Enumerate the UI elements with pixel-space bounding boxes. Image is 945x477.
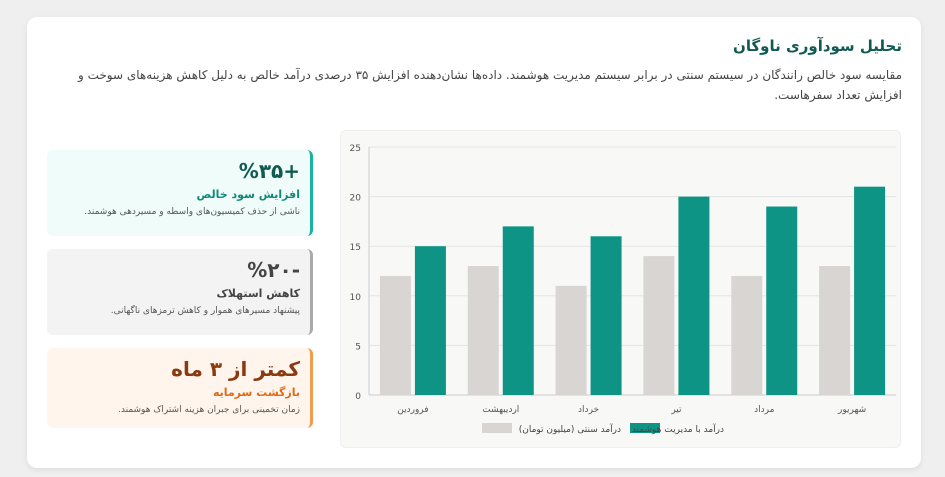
bar-smart	[766, 206, 798, 395]
y-tick-label: 15	[350, 243, 361, 253]
page-title: تحلیل سودآوری ناوگان	[733, 37, 902, 55]
stat-card-depreciation: -%۲۰ کاهش استهلاک پیشنهاد مسیرهای هموار …	[47, 249, 313, 335]
bar-traditional	[379, 275, 411, 395]
stat-note: زمان تخمینی برای جبران هزینه اشتراک هوشم…	[118, 405, 300, 415]
stat-note: پیشنهاد مسیرهای هموار و کاهش ترمزهای ناگ…	[110, 306, 300, 316]
bar-traditional	[643, 256, 675, 395]
y-tick-label: 25	[350, 144, 361, 154]
stat-card-roi: کمتر از ۳ ماه بازگشت سرمایه زمان تخمینی …	[47, 348, 313, 428]
legend-swatch-traditional	[482, 423, 512, 433]
y-tick-label: 20	[350, 194, 362, 204]
bar-smart	[678, 196, 710, 395]
legend-label-traditional: درآمد سنتی (میلیون تومان)	[519, 423, 621, 435]
stat-value: -%۲۰	[247, 258, 300, 282]
page-description: مقایسه سود خالص رانندگان در سیستم سنتی د…	[78, 68, 902, 102]
stat-card-net-profit: +%۳۵ افزایش سود خالص ناشی از حذف کمیسیون…	[47, 150, 313, 236]
x-tick-label: تیر	[670, 405, 682, 415]
legend-swatch-smart	[630, 423, 660, 433]
bar-traditional	[467, 266, 499, 395]
bar-smart	[502, 226, 534, 395]
bar-chart-container: 0 5 10 15 20 25 فروردین اردیبهشت خرداد تیر مرداد شه…	[340, 130, 901, 448]
bar-traditional	[555, 285, 587, 395]
stat-value: کمتر از ۳ ماه	[171, 357, 300, 381]
bar-smart	[854, 186, 886, 395]
bar-smart	[414, 246, 446, 395]
x-tick-label: شهریور	[837, 405, 866, 415]
bar-traditional	[819, 266, 851, 395]
x-tick-label: مرداد	[754, 405, 774, 415]
bar-traditional	[731, 275, 763, 395]
stat-label: کاهش استهلاک	[216, 287, 301, 300]
stat-label: افزایش سود خالص	[196, 188, 300, 201]
stat-note: ناشی از حذف کمیسیون‌های واسطه و مسیردهی …	[84, 207, 300, 217]
stat-label: بازگشت سرمایه	[212, 386, 300, 399]
x-tick-label: اردیبهشت	[482, 405, 519, 415]
y-tick-label: 5	[355, 342, 361, 352]
bar-chart: 0 5 10 15 20 25 فروردین اردیبهشت خرداد تیر مرداد شه…	[350, 144, 896, 435]
x-tick-label: فروردین	[397, 405, 428, 415]
x-tick-label: خرداد	[578, 405, 599, 415]
profitability-card: تحلیل سودآوری ناوگان مقایسه سود خالص ران…	[27, 17, 921, 468]
y-tick-label: 0	[355, 392, 361, 402]
legend-label-smart: درآمد با مدیریت هوشمند	[632, 423, 724, 435]
stat-value: +%۳۵	[238, 159, 300, 183]
bar-smart	[590, 236, 622, 395]
y-tick-label: 10	[350, 293, 362, 303]
